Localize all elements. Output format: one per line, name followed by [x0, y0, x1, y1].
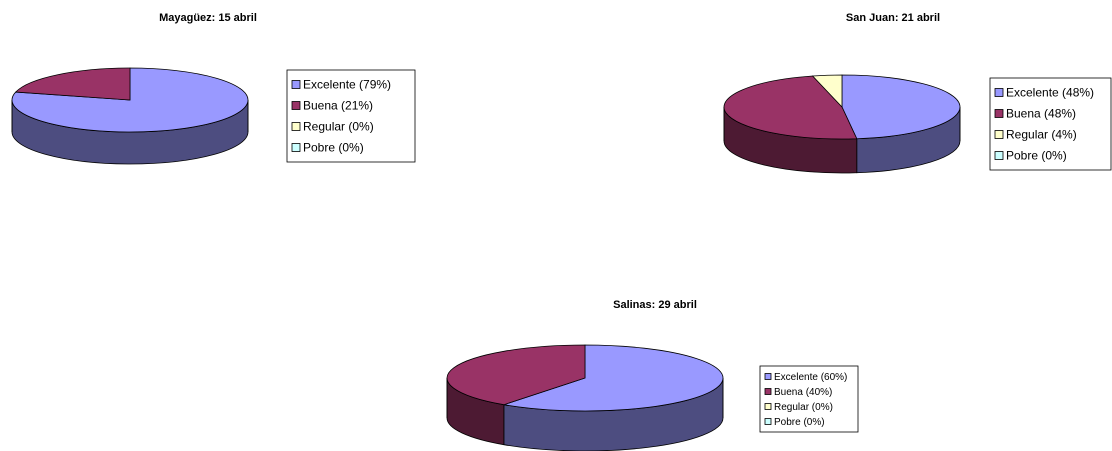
legend-swatch: [764, 403, 772, 410]
pie-slice: [723, 75, 858, 140]
legend-box: [759, 365, 859, 433]
legend-label: Regular (4%): [1006, 128, 1077, 142]
legend-swatch: [994, 151, 1004, 160]
legend-label: Pobre (0%): [1006, 149, 1067, 163]
pie-slice: [811, 74, 843, 109]
legend-label: Buena (48%): [1006, 107, 1076, 121]
legend-label: Buena (40%): [774, 387, 832, 398]
legend-swatch: [994, 109, 1004, 118]
legend-box: [989, 77, 1112, 171]
legend-swatch: [764, 418, 772, 425]
legend-swatch: [994, 88, 1004, 97]
chart-title: Mayagüez: 15 abril: [159, 12, 257, 24]
pie-slice: [14, 67, 131, 101]
legend-swatch: [764, 373, 772, 380]
legend-swatch: [764, 388, 772, 395]
legend-label: Pobre (0%): [774, 417, 825, 428]
legend-label: Regular (0%): [303, 120, 374, 134]
legend-swatch: [291, 80, 301, 89]
legend-box: [286, 69, 416, 163]
chart-title: Salinas: 29 abril: [613, 299, 697, 311]
legend-label: Excelente (48%): [1006, 86, 1094, 100]
legend-swatch: [291, 143, 301, 152]
pie-slice: [503, 344, 724, 412]
pie-slice: [841, 74, 961, 140]
chart-title: San Juan: 21 abril: [846, 12, 940, 24]
legend-label: Pobre (0%): [303, 141, 364, 155]
pie-slice: [446, 344, 586, 406]
legend-label: Regular (0%): [774, 402, 833, 413]
legend-label: Excelente (79%): [303, 78, 391, 92]
legend-swatch: [291, 122, 301, 131]
legend-swatch: [994, 130, 1004, 139]
legend-swatch: [291, 101, 301, 110]
legend-label: Buena (21%): [303, 99, 373, 113]
legend-label: Excelente (60%): [774, 372, 847, 383]
